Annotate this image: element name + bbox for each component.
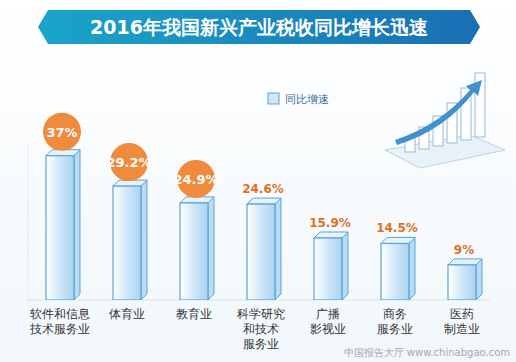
bars [46,150,482,300]
data-label: 24.6% [242,182,284,196]
legend-label: 同比增速 [285,93,329,106]
bar-side [141,180,147,300]
x-tick-label: 体育业 [109,307,145,321]
bar-top [247,198,281,204]
legend-swatch [268,93,279,104]
bar-side [409,237,415,300]
y-axis [28,144,29,300]
bar [381,243,409,300]
bar [180,203,208,300]
bar-side [476,259,482,300]
bar-side [208,197,214,300]
bar [448,265,476,300]
x-tick-label: 科学研究和技术服务业 [237,307,285,351]
bar-side [342,232,348,300]
x-tick-label: 医药制造业 [444,307,480,336]
x-tick-label: 广播影视业 [310,307,346,336]
data-label: 14.5% [376,221,418,235]
bar [113,186,141,300]
data-label: 24.9% [173,172,218,187]
bar-top [314,232,348,238]
bar [46,156,74,300]
chart: 2016年我国新兴产业税收同比增长迅速同比增速 37% 29.2% 24.9% 24.6… [0,0,516,362]
x-tick-label: 软件和信息技术服务业 [29,307,90,336]
decoration [385,73,505,168]
data-label: 15.9% [309,216,351,230]
bar [314,238,342,300]
title-banner [38,10,480,44]
background [0,0,516,362]
bar-side [74,150,80,300]
data-label: 37% [46,125,77,140]
bar [247,204,275,300]
x-tick-label: 商务服务业 [377,307,413,336]
x-tick-label: 教育业 [176,307,212,321]
watermark: 中国报告大厅 www.chinabgao.com [344,347,510,358]
data-label: 9% [454,243,474,257]
data-labels: 37% 29.2% 24.9% 24.6% 15.9% 14.5% 9% [43,113,474,257]
label-badge [43,113,81,151]
bar-top [448,259,482,265]
data-label: 29.2% [106,155,151,170]
bar-side [275,198,281,300]
bar-top [381,237,415,243]
title: 2016年我国新兴产业税收同比增长迅速 [90,16,428,38]
